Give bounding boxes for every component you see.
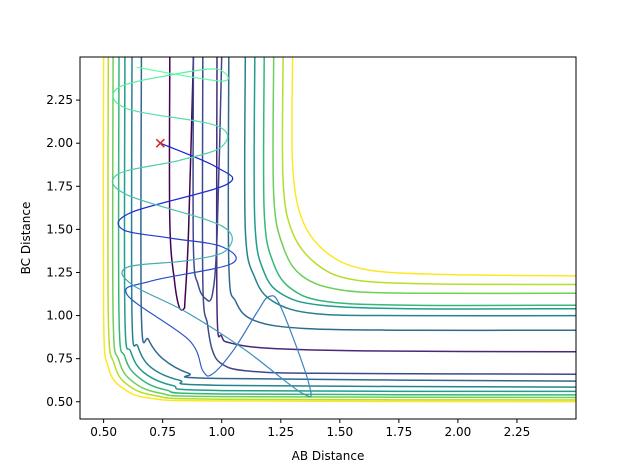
trajectory-segment <box>174 68 218 75</box>
contour-lines <box>102 57 576 403</box>
trajectory-segment <box>169 237 222 248</box>
x-tick-label: 2.25 <box>504 425 531 439</box>
trajectory-segment <box>179 146 223 162</box>
contour-line <box>291 57 576 277</box>
contour-line <box>107 57 576 401</box>
trajectory-segment <box>216 68 229 82</box>
trajectory-segment <box>216 125 229 148</box>
contour-line <box>102 57 576 403</box>
trajectory-segment <box>244 349 303 394</box>
trajectory-segment <box>122 228 170 239</box>
trajectory-segment <box>131 284 187 313</box>
trajectory-segment <box>150 263 232 282</box>
contour-line <box>117 57 576 396</box>
trajectory-segment <box>117 211 133 230</box>
trajectory-segment <box>256 296 270 313</box>
contour-line <box>227 57 576 332</box>
contour-line <box>130 57 576 388</box>
x-axis: 0.50 0.75 1.00 1.25 1.50 1.75 2.00 2.25 <box>90 419 530 439</box>
y-tick-label: 0.50 <box>46 395 73 409</box>
trajectory-segment <box>233 311 258 351</box>
y-tick-label: 0.75 <box>46 352 73 366</box>
contour-line <box>123 57 576 393</box>
y-tick-label: 2.25 <box>46 93 73 107</box>
x-tick-label: 0.50 <box>90 425 117 439</box>
trajectory-segment <box>127 108 218 127</box>
trajectory-segment <box>127 259 189 268</box>
x-axis-label: AB Distance <box>292 449 365 463</box>
trajectory-segment <box>202 370 213 377</box>
trajectory-segment <box>136 66 222 82</box>
trajectory-segment <box>185 311 246 351</box>
y-tick-label: 1.75 <box>46 179 73 193</box>
y-tick-label: 1.50 <box>46 222 73 236</box>
trajectory-segment <box>188 339 204 372</box>
contour-line <box>201 57 576 375</box>
y-tick-label: 2.00 <box>46 136 73 150</box>
x-tick-label: 2.00 <box>445 425 472 439</box>
trajectory-segment <box>301 384 312 398</box>
trajectory-segment <box>268 295 282 308</box>
start-point-marker <box>155 138 165 148</box>
x-tick-label: 1.50 <box>326 425 353 439</box>
y-axis-label: BC Distance <box>19 202 33 275</box>
x-tick-label: 0.75 <box>149 425 176 439</box>
plot-frame <box>79 56 577 420</box>
contour-line <box>281 57 576 286</box>
contour-line <box>262 57 576 307</box>
trajectory-segment <box>131 184 227 213</box>
trajectory-segment <box>126 294 190 341</box>
y-tick-label: 1.25 <box>46 265 73 279</box>
y-axis: 0.50 0.75 1.00 1.25 1.50 1.75 2.00 2.25 <box>46 93 80 409</box>
trajectory-segment <box>117 159 180 175</box>
contour-line <box>272 57 576 295</box>
trajectory-path <box>111 66 312 398</box>
trajectory-segment <box>126 194 223 227</box>
x-tick-label: 1.00 <box>208 425 235 439</box>
contour-line <box>243 57 576 317</box>
trajectory-segment <box>188 249 227 262</box>
y-tick-label: 1.00 <box>46 309 73 323</box>
x-tick-label: 1.25 <box>267 425 294 439</box>
trajectory-segment <box>112 87 128 110</box>
trajectory-segment <box>117 73 175 89</box>
x-tick-label: 1.75 <box>385 425 412 439</box>
trajectory-segment <box>221 225 233 251</box>
contour-line <box>111 57 576 399</box>
trajectory-segment <box>280 306 310 385</box>
trajectory-segment <box>121 266 133 286</box>
start-marker <box>155 138 165 148</box>
trajectory-segment <box>211 349 235 375</box>
trajectory-segment <box>160 142 218 168</box>
contour-line <box>253 57 576 310</box>
trajectory-segment <box>216 166 234 186</box>
contour-line <box>140 57 576 382</box>
trajectory-segment <box>221 246 237 265</box>
trajectory-segment <box>111 173 128 196</box>
contour-line <box>192 57 223 302</box>
trajectory-segment <box>125 280 152 296</box>
